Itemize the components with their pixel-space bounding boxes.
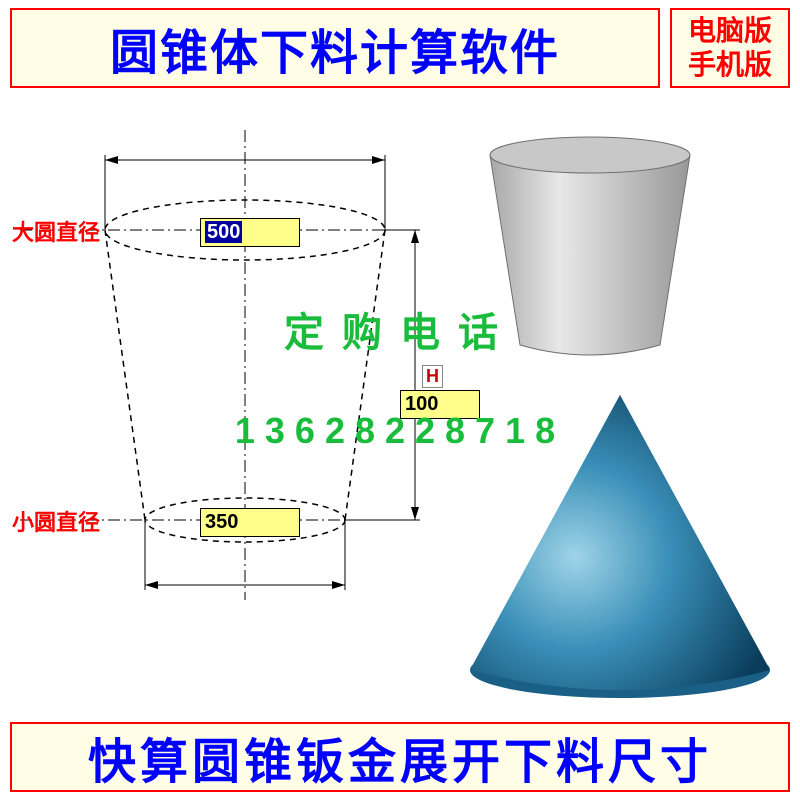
small-diameter-value: 350 bbox=[205, 511, 238, 533]
title-main-text: 圆锥体下料计算软件 bbox=[110, 13, 560, 83]
large-diameter-value: 500 bbox=[205, 221, 242, 243]
side-line-1: 电脑版 bbox=[688, 14, 772, 48]
title-side-box: 电脑版 手机版 bbox=[670, 8, 790, 88]
diagram-area: 大圆直径 小圆直径 500 350 H 100 定购电话 13628228718 bbox=[0, 100, 800, 710]
height-label: H bbox=[422, 365, 443, 388]
watermark-text: 定购电话 bbox=[0, 300, 800, 358]
watermark-phone: 13628228718 bbox=[0, 410, 800, 452]
small-diameter-field[interactable]: 350 bbox=[200, 508, 300, 537]
title-main-box: 圆锥体下料计算软件 bbox=[10, 8, 660, 88]
small-diameter-label: 小圆直径 bbox=[12, 505, 100, 537]
side-line-2: 手机版 bbox=[688, 48, 772, 82]
large-diameter-label: 大圆直径 bbox=[12, 215, 100, 247]
footer-text: 快算圆锥钣金展开下料尺寸 bbox=[88, 722, 712, 792]
footer-box: 快算圆锥钣金展开下料尺寸 bbox=[10, 722, 790, 792]
large-diameter-field[interactable]: 500 bbox=[200, 218, 300, 247]
